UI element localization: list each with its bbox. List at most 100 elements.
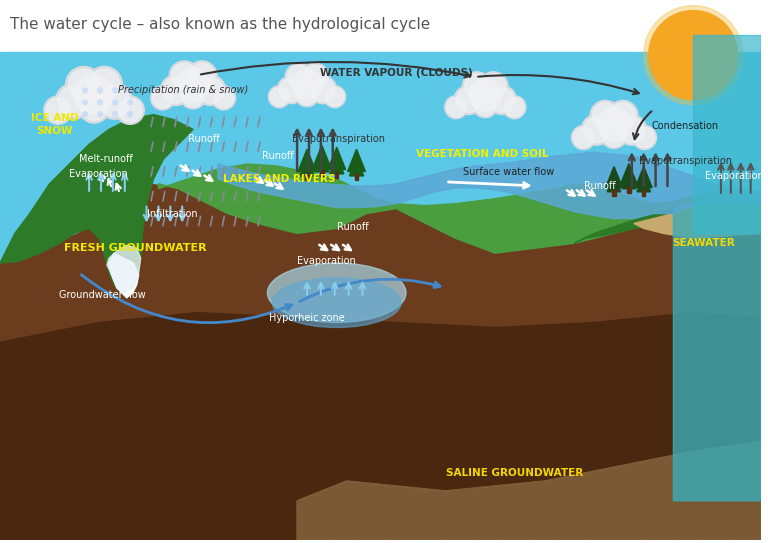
Circle shape <box>446 98 466 117</box>
Bar <box>335 172 339 179</box>
Polygon shape <box>635 167 652 187</box>
Circle shape <box>503 96 526 118</box>
Bar <box>627 187 631 193</box>
Circle shape <box>99 86 130 117</box>
Text: FRESH GROUNDWATER: FRESH GROUNDWATER <box>65 243 207 253</box>
Circle shape <box>309 76 336 104</box>
Text: Evapotranspiration: Evapotranspiration <box>639 156 732 166</box>
Text: Runoff: Runoff <box>584 181 616 191</box>
Circle shape <box>633 125 657 149</box>
Circle shape <box>603 124 625 147</box>
Circle shape <box>161 75 191 105</box>
Circle shape <box>297 85 317 105</box>
Circle shape <box>58 86 89 117</box>
Circle shape <box>268 86 290 108</box>
Bar <box>320 170 323 176</box>
Circle shape <box>479 72 508 101</box>
Circle shape <box>151 86 174 110</box>
Polygon shape <box>315 154 329 172</box>
Text: ❄: ❄ <box>80 98 88 108</box>
Circle shape <box>174 65 213 104</box>
Circle shape <box>189 63 215 89</box>
Circle shape <box>592 103 618 129</box>
Polygon shape <box>218 152 760 218</box>
Circle shape <box>301 63 329 91</box>
Text: Melt-runoff: Melt-runoff <box>79 154 133 164</box>
Ellipse shape <box>267 263 406 323</box>
Text: Evaporation: Evaporation <box>706 171 764 181</box>
Circle shape <box>214 88 233 108</box>
Circle shape <box>292 70 322 100</box>
Text: Precipitation (rain & snow): Precipitation (rain & snow) <box>118 85 248 95</box>
Text: ❄: ❄ <box>124 98 133 108</box>
Polygon shape <box>298 149 316 172</box>
Circle shape <box>295 83 319 106</box>
Text: Runoff: Runoff <box>188 134 220 144</box>
Polygon shape <box>109 253 139 298</box>
Text: ❄: ❄ <box>80 86 88 96</box>
Bar <box>642 190 645 196</box>
Text: ICE AND
SNOW: ICE AND SNOW <box>31 113 78 136</box>
Circle shape <box>505 98 524 117</box>
Text: WATER VAPOUR (CLOUDS): WATER VAPOUR (CLOUDS) <box>319 68 472 78</box>
Circle shape <box>74 75 114 115</box>
Circle shape <box>469 79 502 111</box>
Polygon shape <box>107 245 141 293</box>
Polygon shape <box>0 313 760 540</box>
Circle shape <box>55 83 91 119</box>
Circle shape <box>649 10 738 100</box>
Circle shape <box>46 98 70 122</box>
Circle shape <box>594 105 634 144</box>
Polygon shape <box>621 163 637 185</box>
Text: Evapotranspiration: Evapotranspiration <box>292 134 385 144</box>
Circle shape <box>454 85 483 115</box>
Circle shape <box>169 61 200 91</box>
Circle shape <box>116 96 144 124</box>
Text: Runoff: Runoff <box>263 151 294 161</box>
Text: Surface water flow: Surface water flow <box>463 167 554 177</box>
Text: VEGETATION AND SOIL: VEGETATION AND SOIL <box>416 149 548 159</box>
Text: ❄: ❄ <box>80 110 88 119</box>
Polygon shape <box>606 167 622 187</box>
Circle shape <box>118 98 142 122</box>
Text: SEAWATER: SEAWATER <box>672 238 734 248</box>
Ellipse shape <box>273 278 401 327</box>
Circle shape <box>195 75 226 105</box>
Circle shape <box>644 5 743 105</box>
Circle shape <box>598 108 631 141</box>
Circle shape <box>303 65 326 89</box>
Circle shape <box>177 68 210 102</box>
Circle shape <box>270 87 289 106</box>
Text: ❄: ❄ <box>124 110 133 119</box>
Circle shape <box>187 61 217 91</box>
Circle shape <box>571 125 595 149</box>
Text: ❄: ❄ <box>95 86 103 96</box>
Text: The water cycle – also known as the hydrological cycle: The water cycle – also known as the hydr… <box>10 17 430 33</box>
Polygon shape <box>607 175 621 192</box>
Circle shape <box>66 66 102 103</box>
Bar <box>0 52 760 70</box>
Circle shape <box>634 127 654 148</box>
Polygon shape <box>300 158 314 176</box>
Polygon shape <box>674 195 760 501</box>
Circle shape <box>81 94 108 121</box>
Circle shape <box>89 69 120 100</box>
Circle shape <box>482 74 506 99</box>
Circle shape <box>163 77 189 103</box>
Polygon shape <box>349 158 363 176</box>
Circle shape <box>610 103 636 129</box>
Polygon shape <box>0 115 193 298</box>
Text: Runoff: Runoff <box>336 223 369 232</box>
Circle shape <box>584 117 610 143</box>
Text: ❄: ❄ <box>110 86 118 96</box>
Polygon shape <box>634 201 760 238</box>
Circle shape <box>466 76 504 113</box>
Circle shape <box>180 83 206 109</box>
Circle shape <box>573 127 594 148</box>
Polygon shape <box>328 147 346 169</box>
Circle shape <box>462 72 492 101</box>
Polygon shape <box>313 145 331 168</box>
Circle shape <box>590 100 621 131</box>
Bar <box>694 35 760 233</box>
Text: ❄: ❄ <box>124 86 133 96</box>
